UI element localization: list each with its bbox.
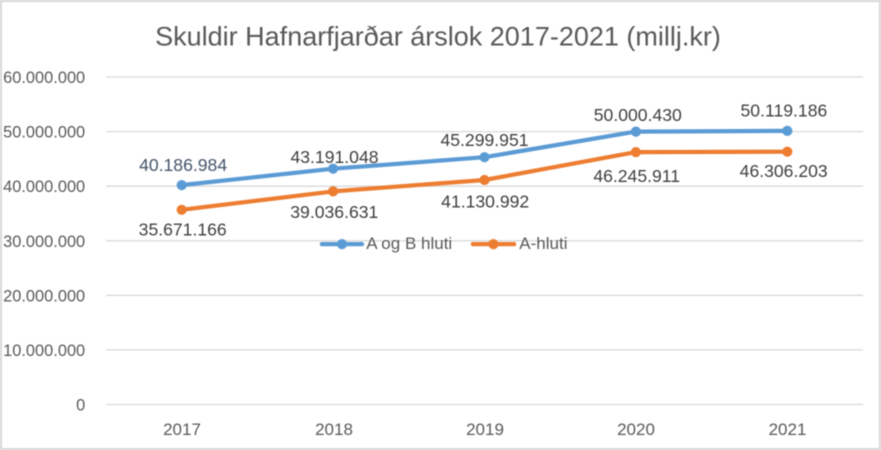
svg-text:40.186.984: 40.186.984	[139, 155, 227, 175]
svg-text:2018: 2018	[315, 420, 353, 439]
svg-text:2017: 2017	[163, 420, 201, 439]
svg-text:10.000.000: 10.000.000	[3, 342, 85, 360]
svg-text:A-hluti: A-hluti	[519, 234, 567, 253]
svg-text:40.000.000: 40.000.000	[3, 178, 85, 196]
svg-text:45.299.951: 45.299.951	[440, 130, 528, 150]
svg-text:43.191.048: 43.191.048	[290, 147, 378, 167]
svg-text:39.036.631: 39.036.631	[290, 202, 378, 222]
svg-text:20.000.000: 20.000.000	[3, 287, 85, 305]
svg-text:50.119.186: 50.119.186	[741, 101, 828, 121]
svg-text:A og B hluti: A og B hluti	[366, 234, 452, 253]
svg-text:41.130.992: 41.130.992	[441, 191, 529, 211]
svg-text:2020: 2020	[617, 420, 655, 439]
svg-text:30.000.000: 30.000.000	[3, 233, 85, 251]
svg-text:Skuldir Hafnarfjarðar árslok 2: Skuldir Hafnarfjarðar árslok 2017-2021 (…	[155, 22, 721, 52]
svg-text:60.000.000: 60.000.000	[3, 69, 85, 87]
svg-text:35.671.166: 35.671.166	[139, 219, 227, 239]
svg-text:46.306.203: 46.306.203	[740, 161, 828, 181]
svg-text:2019: 2019	[466, 420, 504, 439]
svg-text:0: 0	[76, 397, 85, 415]
svg-text:50.000.430: 50.000.430	[594, 105, 682, 125]
svg-text:46.245.911: 46.245.911	[593, 166, 680, 186]
svg-text:2021: 2021	[769, 420, 807, 439]
svg-text:50.000.000: 50.000.000	[3, 124, 85, 142]
